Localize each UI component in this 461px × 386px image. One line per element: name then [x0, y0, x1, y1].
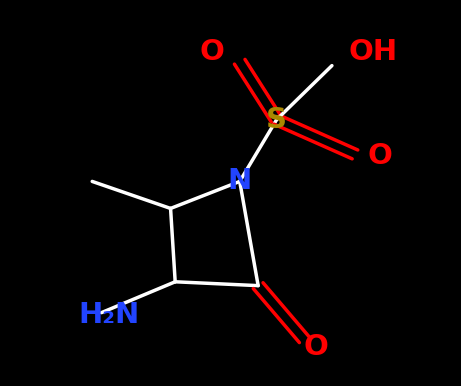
Text: O: O	[200, 38, 225, 66]
Text: O: O	[368, 142, 393, 170]
Text: O: O	[303, 334, 328, 361]
Text: S: S	[266, 106, 287, 134]
Text: H₂N: H₂N	[78, 301, 140, 328]
Text: OH: OH	[348, 38, 397, 66]
Text: N: N	[228, 168, 252, 195]
